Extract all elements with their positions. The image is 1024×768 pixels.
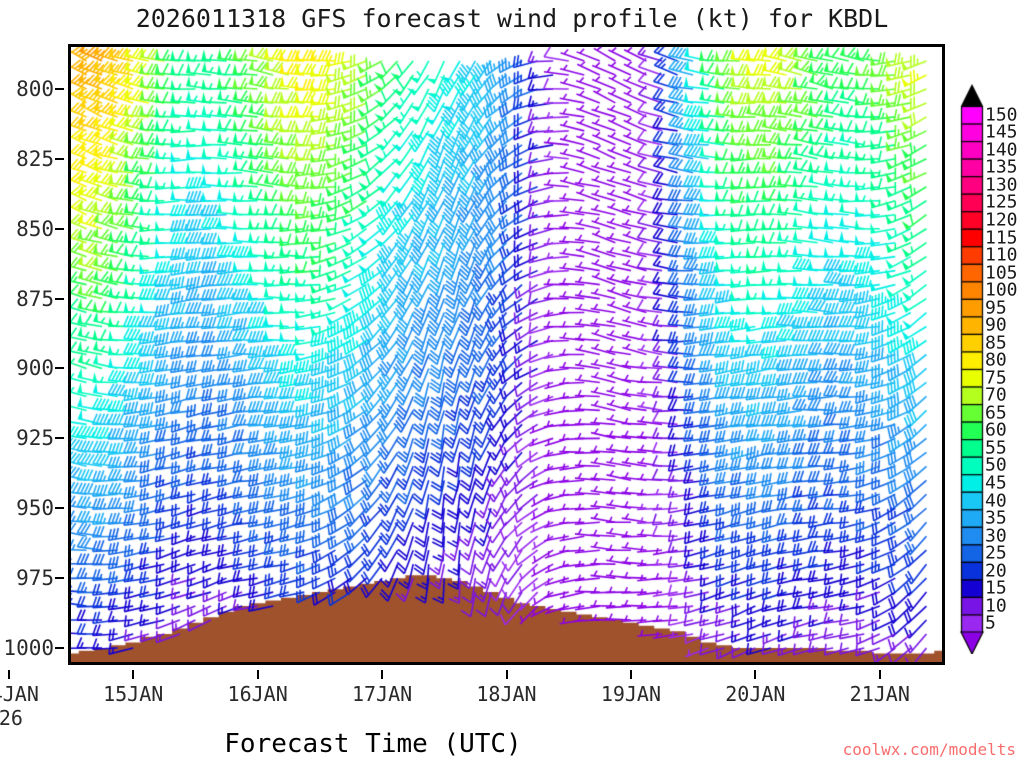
y-tick-mark [55,507,64,510]
colorbar-tick-label: 55 [985,437,1007,459]
x-tick-label: 15JAN [103,682,164,706]
x-tick-mark [132,670,135,679]
colorbar-swatches [955,84,987,654]
x-tick-mark [754,670,757,679]
plot-area [68,44,945,665]
colorbar-tick-label: 70 [985,384,1007,406]
x-tick-label: 21JAN [849,682,910,706]
colorbar-tick-label: 30 [985,525,1007,547]
y-axis-labels: 800 825 850 875 900 925 950 975 1000 [0,44,64,665]
x-tick-mark [7,670,10,679]
colorbar-tick-label: 35 [985,507,1007,529]
colorbar-tick-label: 85 [985,332,1007,354]
colorbar-tick-label: 145 [985,121,1018,143]
colorbar-tick-label: 65 [985,402,1007,424]
x-tick-mark [505,670,508,679]
colorbar-tick-label: 110 [985,244,1018,266]
y-tick-label: 925 [16,426,54,451]
colorbar-tick-label: 60 [985,419,1007,441]
x-tick-label: 18JAN [476,682,537,706]
colorbar-tick-label: 25 [985,542,1007,564]
y-tick-mark [55,297,64,300]
y-tick-mark [55,227,64,230]
y-tick-mark [55,87,64,90]
attribution-link[interactable]: coolwx.com/modelts [842,740,1016,759]
colorbar-tick-label: 140 [985,139,1018,161]
x-axis-year-label: 2026 [0,706,23,730]
colorbar-tick-label: 15 [985,577,1007,599]
chart-title: 2026011318 GFS forecast wind profile (kt… [135,4,889,33]
y-tick-label: 1000 [3,636,54,661]
wind-barb-canvas [71,47,942,662]
x-axis-title: Forecast Time (UTC) [224,729,522,759]
colorbar-tick-label: 115 [985,227,1018,248]
y-tick-label: 825 [16,146,54,171]
x-axis-labels: 14JAN2026 15JAN 16JAN 17JAN 18JAN 19JAN 20JAN 2… [0,670,1024,730]
y-tick-label: 950 [16,496,54,521]
x-tick-mark [629,670,632,679]
x-tick-label: 20JAN [725,682,786,706]
y-tick-label: 875 [16,286,54,311]
colorbar-tick-label: 40 [985,490,1007,511]
x-tick-mark [381,670,384,679]
colorbar-tick-label: 150 [985,104,1018,126]
x-tick-mark [256,670,259,679]
y-tick-mark [55,367,64,370]
y-tick-label: 800 [16,76,54,101]
colorbar-tick-label: 45 [985,472,1007,494]
x-tick-mark [878,670,881,679]
y-tick-label: 975 [16,566,54,591]
colorbar: 150 145 140 135 130 125 120 115 110 105 100 95 90 85 8… [955,84,1024,654]
colorbar-tick-label: 20 [985,560,1007,582]
y-tick-label: 850 [16,216,54,241]
colorbar-tick-label: 10 [985,595,1007,617]
y-tick-mark [55,647,64,650]
colorbar-tick-label: 50 [985,454,1007,476]
colorbar-tick-label: 105 [985,262,1018,284]
y-tick-mark [55,157,64,160]
y-tick-mark [55,437,64,440]
colorbar-tick-label: 120 [985,209,1018,231]
colorbar-tick-label: 5 [985,612,996,634]
colorbar-tick-label: 100 [985,279,1018,301]
colorbar-tick-label: 135 [985,156,1018,178]
colorbar-tick-label: 130 [985,174,1018,196]
x-tick-label: 14JAN [0,682,39,706]
colorbar-tick-label: 95 [985,297,1007,319]
colorbar-tick-label: 80 [985,349,1007,371]
colorbar-tick-label: 75 [985,367,1007,389]
colorbar-tick-label: 90 [985,314,1007,336]
x-tick-label: 17JAN [351,682,413,706]
y-tick-label: 900 [16,356,54,381]
colorbar-tick-label: 125 [985,191,1018,213]
y-tick-mark [55,577,64,580]
x-tick-label: 19JAN [600,682,662,706]
x-tick-label: 16JAN [227,682,288,706]
